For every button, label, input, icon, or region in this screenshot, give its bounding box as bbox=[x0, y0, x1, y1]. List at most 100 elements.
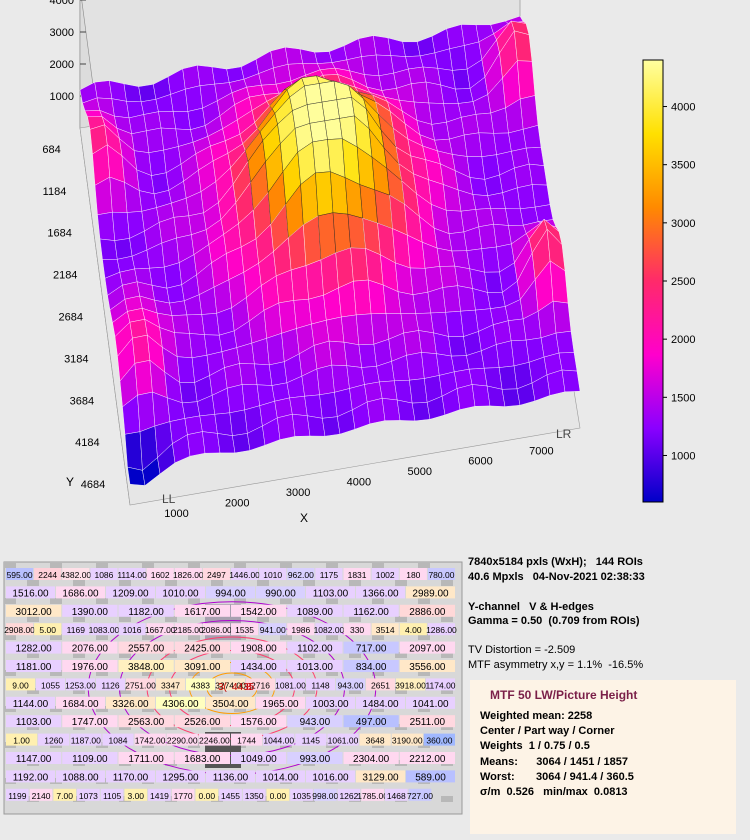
roi-value: 1742.00 bbox=[135, 736, 166, 746]
roi-cell bbox=[306, 696, 355, 709]
roi-value: 1148 bbox=[311, 680, 330, 690]
roi-cell bbox=[256, 770, 305, 783]
chart-patch bbox=[142, 706, 154, 712]
chart-patch bbox=[211, 580, 223, 586]
roi-value: 2304.00 bbox=[353, 754, 390, 765]
roi-value: 1282.00 bbox=[16, 644, 53, 655]
roi-value: 1366.00 bbox=[362, 588, 399, 599]
roi-cell bbox=[90, 568, 118, 580]
roi-value: 595.00 bbox=[7, 570, 33, 580]
center-mark: 8 bbox=[246, 682, 252, 693]
z-tick-label: 1000 bbox=[50, 91, 74, 103]
chart-patch bbox=[326, 706, 338, 712]
roi-cell bbox=[343, 752, 399, 764]
roi-cell bbox=[34, 568, 62, 580]
chart-patch bbox=[73, 652, 85, 658]
roi-cell bbox=[62, 604, 118, 617]
roi-value: 180 bbox=[406, 570, 420, 580]
roi-value: 1061.00 bbox=[328, 736, 359, 746]
roi-cell bbox=[287, 568, 315, 580]
roi-cell bbox=[206, 770, 255, 783]
info-tv-distortion: TV Distortion = -2.509 bbox=[468, 644, 576, 656]
roi-value: 1484.00 bbox=[362, 699, 399, 710]
y-tick-label: 4184 bbox=[75, 437, 99, 449]
chart-patch bbox=[303, 652, 315, 658]
roi-cell bbox=[62, 623, 90, 636]
roi-value: 1089.00 bbox=[297, 607, 334, 618]
chart-patch bbox=[303, 580, 315, 586]
roi-cell bbox=[343, 623, 371, 636]
chart-patch bbox=[50, 706, 62, 712]
y-tick-label: 2184 bbox=[53, 270, 77, 282]
roi-value: 1181.00 bbox=[16, 662, 52, 673]
roi-cell bbox=[366, 678, 395, 691]
summary-title: MTF 50 LW/Picture Height bbox=[490, 688, 638, 702]
roi-value: 962.00 bbox=[288, 570, 314, 580]
y-tick-label: 3684 bbox=[70, 395, 94, 407]
roi-cell bbox=[231, 752, 287, 764]
roi-cell bbox=[77, 788, 100, 801]
chart-patch bbox=[303, 616, 315, 622]
roi-value: 1576.00 bbox=[241, 717, 278, 728]
roi-value: 1170.00 bbox=[113, 772, 149, 783]
chart-patch bbox=[96, 634, 108, 640]
chart-patch bbox=[165, 580, 177, 586]
roi-value: 2246.00 bbox=[199, 736, 230, 746]
surface-patch bbox=[561, 369, 581, 393]
roi-value: 1908.00 bbox=[241, 644, 278, 655]
chart-patch bbox=[119, 616, 131, 622]
roi-cell bbox=[287, 623, 315, 636]
roi-cell bbox=[256, 586, 305, 599]
chart-patch bbox=[50, 634, 62, 640]
roi-value: 9.00 bbox=[12, 680, 29, 690]
roi-value: 1260 bbox=[44, 736, 63, 746]
colorbar-tick-label: 4000 bbox=[671, 102, 695, 114]
roi-cell bbox=[102, 733, 134, 746]
chart-patch bbox=[165, 616, 177, 622]
roi-value: 0.00 bbox=[270, 791, 287, 801]
roi-cell bbox=[259, 623, 287, 636]
roi-value: 1744 bbox=[237, 736, 256, 746]
roi-value: 2212.00 bbox=[409, 754, 446, 765]
roi-cell bbox=[29, 788, 53, 801]
roi-value: 3.00 bbox=[127, 791, 144, 801]
chart-patch bbox=[257, 688, 269, 694]
roi-cell bbox=[202, 623, 230, 636]
chart-patch bbox=[418, 562, 430, 568]
roi-cell bbox=[219, 788, 242, 801]
roi-cell bbox=[156, 678, 185, 691]
roi-cell bbox=[399, 623, 427, 636]
colorbar-tick-label: 3500 bbox=[671, 160, 695, 172]
chart-patch bbox=[372, 634, 384, 640]
chart-patch bbox=[372, 706, 384, 712]
roi-cell bbox=[62, 752, 118, 764]
chart-patch bbox=[234, 598, 246, 604]
roi-cell bbox=[295, 733, 327, 746]
roi-cell bbox=[118, 641, 174, 654]
chart-patch bbox=[27, 652, 39, 658]
roi-cell bbox=[174, 660, 230, 672]
roi-cell bbox=[6, 604, 62, 617]
z-tick-label: 3000 bbox=[50, 27, 74, 39]
info-dims: 7840x5184 pxls (WxH); 144 ROIs bbox=[468, 556, 643, 568]
roi-cell bbox=[96, 678, 125, 691]
chart-patch bbox=[257, 580, 269, 586]
colorbar-tick-label: 1500 bbox=[671, 392, 695, 404]
roi-cell bbox=[287, 752, 343, 764]
roi-cell bbox=[6, 678, 35, 691]
roi-value: 1083.00 bbox=[89, 625, 120, 635]
summary-weighted-mean: Weighted mean: 2258 bbox=[480, 710, 593, 722]
roi-cell bbox=[343, 568, 371, 580]
roi-cell bbox=[36, 678, 65, 691]
chart-patch bbox=[4, 562, 16, 568]
roi-value: 497.00 bbox=[356, 717, 387, 728]
roi-cell bbox=[216, 678, 245, 691]
roi-cell bbox=[343, 641, 399, 654]
roi-cell bbox=[256, 696, 305, 709]
roi-cell bbox=[6, 641, 62, 654]
roi-value: 4.00 bbox=[405, 625, 422, 635]
roi-value: 727.00 bbox=[407, 791, 433, 801]
roi-value: 1016.00 bbox=[312, 772, 349, 783]
y-axis-label: Y bbox=[66, 475, 74, 489]
chart-patch bbox=[234, 562, 246, 568]
